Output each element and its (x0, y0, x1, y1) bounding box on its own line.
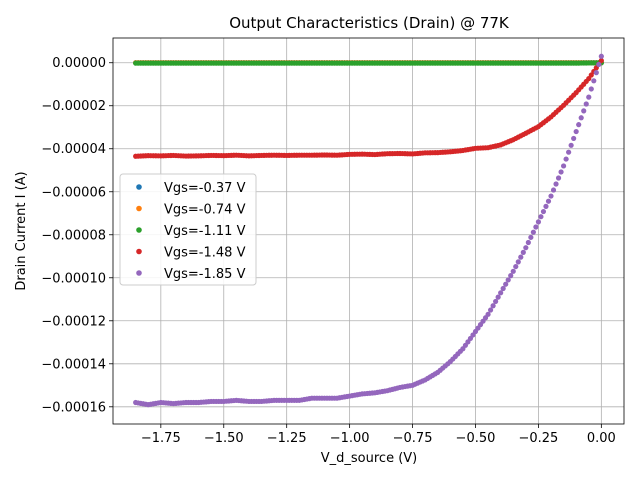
data-point (490, 303, 496, 309)
data-point (598, 57, 604, 64)
data-point (510, 268, 516, 274)
y-tick-label: −0.00010 (41, 271, 106, 286)
data-point (588, 72, 594, 78)
y-tick-label: −0.00004 (41, 142, 106, 157)
data-point (566, 149, 572, 155)
data-point (576, 122, 582, 128)
legend-marker (136, 248, 142, 255)
series-3 (133, 60, 604, 66)
data-point (568, 142, 574, 148)
data-point (528, 234, 534, 240)
data-point (513, 263, 519, 270)
legend-marker (136, 205, 142, 212)
legend-marker (136, 184, 142, 190)
y-tick-label: −0.00012 (41, 314, 106, 329)
x-tick-label: −1.25 (267, 431, 307, 446)
x-tick-label: −0.75 (393, 431, 433, 446)
series-5 (133, 53, 604, 408)
data-point (571, 135, 577, 142)
x-tick-label: −1.50 (204, 431, 244, 446)
x-tick-label: 0.00 (587, 431, 616, 446)
data-point (498, 290, 504, 296)
data-point (530, 229, 536, 235)
y-tick-label: −0.00006 (41, 185, 106, 200)
data-point (493, 298, 499, 305)
legend-label: Vgs=-1.11 V (164, 224, 246, 239)
legend-label: Vgs=-1.85 V (164, 267, 246, 282)
data-point (596, 61, 602, 68)
data-point (558, 169, 564, 175)
x-tick-label: −0.25 (518, 431, 558, 446)
y-tick-label: −0.00014 (41, 357, 106, 372)
data-point (535, 219, 542, 225)
legend-label: Vgs=-0.74 V (164, 203, 246, 218)
data-point (586, 94, 592, 100)
y-axis-label: Drain Current I (A) (14, 171, 29, 290)
data-point (591, 78, 597, 84)
chart-title: Output Characteristics (Drain) @ 77K (229, 14, 510, 32)
legend: Vgs=-0.37 V Vgs=-0.74 V Vgs=-1.11 V Vgs=-1.… (119, 173, 257, 286)
y-tick-label: 0.00000 (52, 56, 106, 71)
data-point (538, 214, 544, 220)
x-tick-label: −0.50 (456, 431, 496, 446)
data-point (581, 108, 587, 114)
data-point (525, 239, 531, 246)
data-point (508, 273, 514, 279)
data-point (593, 70, 599, 76)
data-point (548, 193, 554, 199)
data-point (540, 208, 547, 215)
data-point (598, 53, 604, 59)
data-layer (133, 53, 604, 408)
data-point (495, 294, 501, 300)
x-tick-label: −1.00 (330, 431, 370, 446)
data-point (515, 259, 521, 265)
data-point (503, 281, 509, 287)
y-tick-label: −0.00016 (41, 400, 106, 415)
data-point (518, 254, 524, 260)
legend-box (119, 173, 257, 286)
legend-marker (136, 270, 142, 276)
series-4 (133, 57, 604, 159)
data-point (533, 224, 539, 230)
data-point (553, 181, 559, 187)
data-point (523, 245, 529, 251)
x-axis-label: V_d_source (V) (321, 451, 417, 466)
data-point (586, 76, 592, 82)
data-point (555, 175, 562, 181)
data-point (545, 198, 552, 204)
y-tick-label: −0.00008 (41, 228, 106, 243)
x-tick-label: −1.75 (141, 431, 181, 446)
legend-marker (136, 227, 142, 233)
data-point (560, 163, 567, 169)
data-point (487, 307, 494, 313)
legend-label: Vgs=-0.37 V (164, 181, 246, 196)
data-point (578, 115, 584, 121)
data-point (550, 187, 557, 193)
data-point (500, 285, 506, 292)
data-point (583, 101, 589, 107)
data-point (563, 156, 569, 162)
data-point (505, 277, 511, 283)
plot-frame (112, 37, 625, 425)
data-point (543, 203, 549, 209)
legend-label: Vgs=-1.48 V (164, 246, 246, 261)
data-point (573, 128, 579, 135)
data-point (520, 249, 526, 255)
tick-layer: −1.75 −1.50 −1.25 −1.00 −0.75 −0.50 −0.25 0.000… (41, 56, 615, 446)
y-tick-label: −0.00002 (41, 99, 106, 114)
data-point (588, 86, 594, 92)
data-point (485, 311, 491, 317)
